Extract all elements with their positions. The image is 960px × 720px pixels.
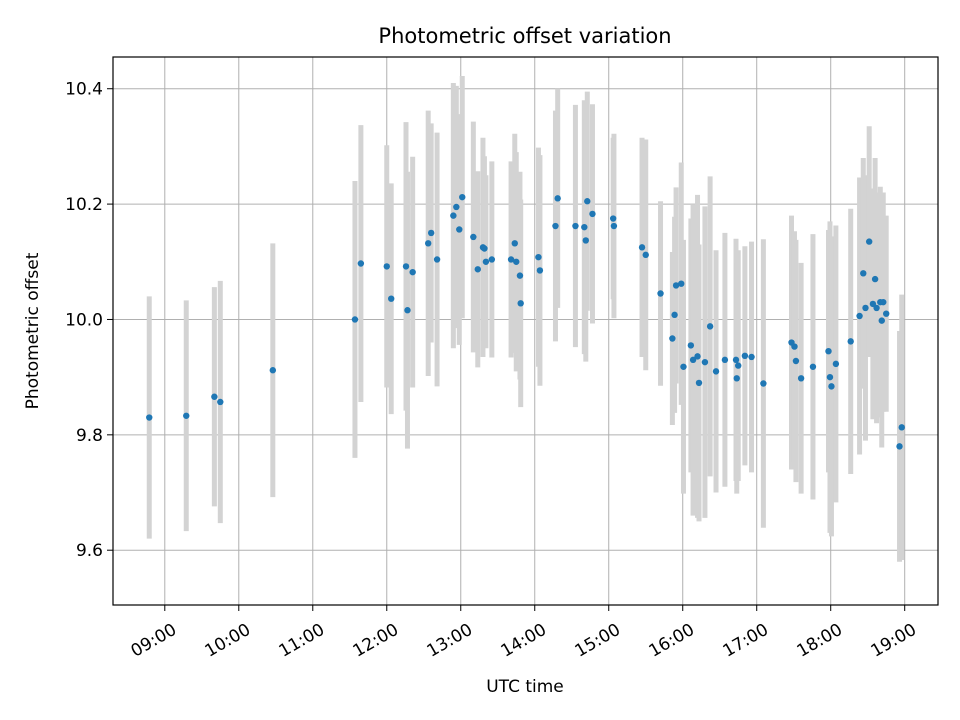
data-point: [680, 363, 687, 370]
data-point: [427, 229, 435, 237]
data-point: [481, 245, 488, 252]
data-point: [470, 233, 477, 241]
data-point: [883, 310, 890, 317]
data-point: [516, 272, 524, 279]
data-point: [638, 244, 646, 251]
data-point: [450, 212, 457, 219]
data-point: [695, 379, 703, 387]
data-point: [689, 356, 697, 364]
data-point: [657, 290, 664, 297]
y-tick-label: 10.0: [65, 310, 103, 330]
data-point: [669, 335, 676, 342]
data-point: [482, 258, 490, 265]
data-point: [721, 356, 729, 364]
data-point: [741, 352, 749, 360]
data-point: [880, 298, 887, 306]
data-point: [732, 356, 740, 364]
data-point: [701, 358, 709, 366]
data-point: [404, 307, 411, 314]
data-point: [878, 317, 885, 324]
data-point: [535, 253, 542, 261]
data-point: [383, 263, 390, 270]
data-point: [873, 304, 880, 312]
data-point: [554, 195, 561, 202]
data-point: [402, 263, 410, 270]
data-point: [572, 222, 579, 230]
chart-title: Photometric offset variation: [378, 24, 671, 48]
y-axis-ticks: 9.6 9.8 10.0 10.2 10.4: [65, 80, 113, 561]
data-point: [847, 338, 854, 345]
data-point: [809, 363, 817, 370]
data-point: [511, 240, 518, 247]
data-point: [642, 251, 649, 259]
data-point: [860, 270, 867, 277]
data-point: [865, 238, 873, 245]
data-point: [351, 316, 359, 323]
data-point: [733, 375, 740, 382]
data-point: [896, 443, 903, 450]
data-point: [582, 237, 590, 244]
data-point: [183, 412, 190, 419]
data-point: [678, 280, 685, 287]
y-tick-label: 10.4: [65, 80, 103, 100]
plot-frame: [112, 56, 939, 606]
data-point: [425, 240, 432, 247]
data-point: [712, 368, 720, 375]
data-point: [760, 380, 767, 387]
data-point: [791, 343, 798, 350]
data-point: [828, 383, 835, 390]
data-point: [706, 323, 714, 330]
data-point: [388, 295, 395, 302]
data-point: [517, 300, 524, 307]
data-point: [456, 226, 463, 233]
data-point: [694, 353, 701, 360]
data-point: [581, 223, 588, 231]
data-point: [474, 266, 481, 273]
data-point: [433, 256, 441, 263]
data-point: [459, 193, 466, 201]
data-point: [507, 256, 515, 263]
data-point: [671, 311, 678, 319]
data-point: [687, 342, 695, 349]
y-tick-label: 9.8: [76, 426, 103, 446]
data-point: [832, 360, 840, 368]
data-point: [536, 267, 544, 274]
data-point: [552, 222, 559, 230]
data-point: [409, 268, 416, 276]
data-point: [748, 353, 755, 361]
data-point: [513, 258, 520, 265]
y-tick-label: 10.2: [65, 195, 103, 215]
data-point: [584, 198, 591, 205]
data-point: [856, 312, 863, 320]
data-point: [898, 424, 905, 431]
data-point: [862, 304, 869, 312]
data-point: [797, 375, 805, 382]
data-point: [869, 300, 877, 308]
data-point: [146, 414, 153, 421]
y-tick-label: 9.6: [76, 541, 103, 561]
data-point: [610, 222, 618, 230]
y-axis-label: Photometric offset: [23, 252, 43, 409]
data-point: [488, 256, 496, 263]
data-point: [211, 393, 218, 400]
data-point: [871, 275, 879, 283]
data-point: [609, 215, 617, 222]
data-point: [453, 203, 460, 211]
data-point: [672, 282, 680, 289]
data-point: [589, 210, 596, 218]
data-point: [217, 398, 224, 406]
x-axis-label: UTC time: [486, 677, 564, 697]
data-point: [357, 260, 365, 267]
data-point: [825, 347, 832, 355]
data-point: [735, 362, 742, 369]
data-point: [826, 373, 834, 381]
data-points: [146, 193, 905, 450]
data-point: [269, 367, 277, 374]
data-point: [792, 357, 800, 365]
